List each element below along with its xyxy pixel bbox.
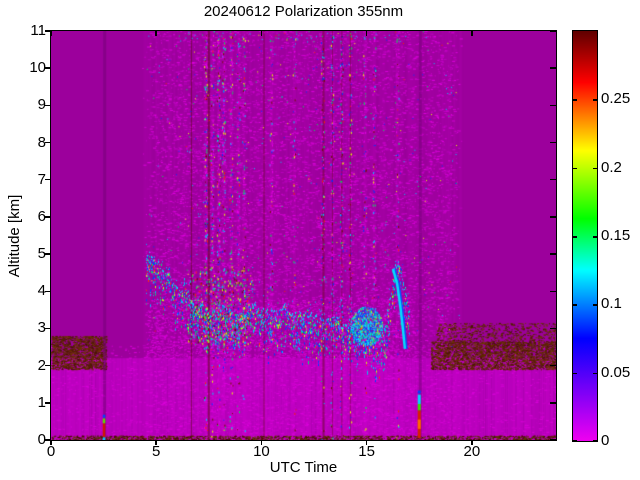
y-tick-label: 5 (37, 245, 46, 263)
colorbar-tick-label: 0.1 (601, 295, 622, 313)
y-tick-mark (45, 104, 51, 107)
y-tick-label: 0 (37, 431, 46, 448)
y-tick-mark (45, 216, 51, 218)
y-tick-mark (45, 178, 51, 181)
y-tick-mark (45, 141, 51, 144)
y-tick-label: 11 (30, 22, 46, 39)
y-tick-mark-inner (550, 104, 556, 107)
y-tick-mark (45, 327, 51, 330)
x-tick-mark (50, 440, 52, 445)
y-tick-mark (45, 67, 51, 69)
colorbar-tick-mark (573, 99, 577, 101)
x-tick-mark-inner (471, 31, 473, 36)
x-tick-mark-inner (260, 31, 263, 36)
x-tick-label: 10 (253, 443, 270, 460)
y-tick-label: 6 (37, 207, 46, 225)
colorbar-tick-mark (593, 99, 597, 101)
y-tick-mark (45, 290, 51, 293)
colorbar-tick-label: 0 (601, 432, 610, 449)
x-tick-mark-inner (155, 31, 157, 36)
y-tick-mark-inner (550, 141, 556, 144)
y-tick-mark (45, 364, 51, 367)
colorbar-tick-label: 0.25 (601, 90, 631, 108)
y-tick-label: 10 (29, 59, 46, 77)
x-tick-label: 20 (463, 443, 481, 460)
colorbar-tick-mark (573, 167, 577, 170)
y-tick-mark-inner (550, 30, 556, 32)
x-tick-mark (260, 440, 263, 445)
x-tick-mark-inner (50, 31, 52, 36)
x-axis-label: UTC Time (269, 459, 338, 476)
y-tick-label: 1 (37, 393, 46, 411)
y-tick-mark-inner (550, 216, 556, 218)
y-tick-label: 2 (37, 356, 46, 374)
colorbar-tick-mark (593, 439, 597, 441)
y-tick-mark (45, 30, 51, 32)
y-tick-label: 7 (37, 170, 46, 188)
colorbar-tick-mark (573, 439, 577, 441)
colorbar-tick-mark (593, 372, 597, 375)
colorbar-tick-mark (593, 167, 597, 170)
plot-area (50, 30, 557, 441)
y-tick-mark-inner (550, 253, 556, 255)
y-tick-label: 8 (37, 133, 46, 151)
y-tick-label: 3 (37, 319, 46, 337)
y-tick-mark-inner (550, 327, 556, 330)
y-tick-mark-inner (550, 178, 556, 181)
x-tick-mark (471, 440, 473, 445)
y-tick-mark (45, 402, 51, 404)
y-tick-mark (45, 439, 51, 441)
chart-title: 20240612 Polarization 355nm (203, 3, 404, 20)
y-tick-mark-inner (550, 67, 556, 69)
x-tick-label: 0 (46, 443, 56, 460)
colorbar-tick-mark (593, 236, 597, 238)
y-tick-label: 4 (37, 282, 46, 300)
y-tick-label: 9 (37, 96, 46, 114)
x-tick-mark (155, 440, 157, 445)
colorbar-tick-mark (593, 304, 597, 306)
y-axis-label: Altitude [km] (6, 194, 23, 278)
y-tick-mark-inner (550, 402, 556, 404)
x-tick-mark (365, 440, 368, 445)
x-tick-label: 5 (152, 443, 161, 460)
colorbar-tick-mark (573, 304, 577, 306)
y-tick-mark-inner (550, 364, 556, 367)
colorbar-tick-mark (573, 372, 577, 375)
y-tick-mark-inner (550, 290, 556, 293)
x-tick-mark-inner (365, 31, 368, 36)
colorbar-tick-label: 0.2 (601, 158, 622, 176)
colorbar-tick-label: 0.05 (601, 363, 631, 381)
colorbar-tick-label: 0.15 (601, 227, 631, 244)
x-tick-label: 15 (358, 443, 375, 460)
colorbar-tick-mark (573, 236, 577, 238)
y-tick-mark (45, 253, 51, 255)
heatmap-canvas (51, 31, 556, 440)
y-tick-mark-inner (550, 439, 556, 441)
